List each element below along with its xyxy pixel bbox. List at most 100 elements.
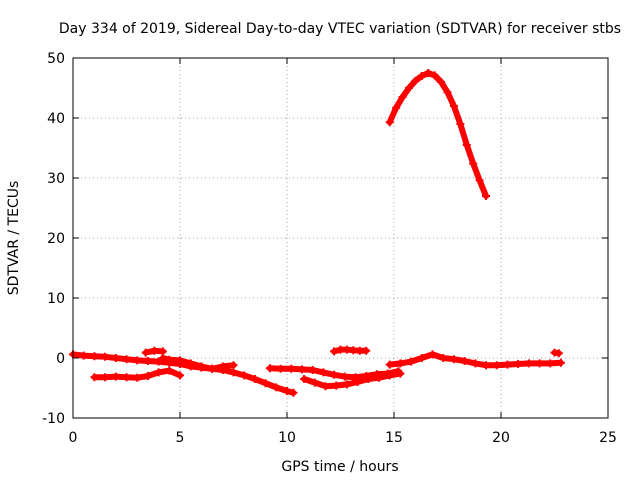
data-point	[375, 373, 384, 382]
series-track-f	[300, 369, 405, 391]
data-point	[428, 350, 437, 359]
data-point	[482, 192, 491, 200]
data-point	[362, 346, 371, 355]
data-point	[524, 359, 533, 368]
y-tick-label: 50	[47, 51, 65, 67]
data-point	[411, 76, 420, 85]
series-track-g	[330, 345, 371, 356]
data-point	[396, 369, 405, 378]
data-point	[449, 355, 458, 364]
data-point	[310, 378, 319, 387]
data-point	[122, 355, 131, 364]
data-point	[396, 359, 405, 368]
y-tick-label: 20	[47, 231, 65, 247]
data-point	[462, 141, 471, 149]
data-point	[439, 354, 448, 362]
data-point	[492, 361, 501, 370]
data-point	[535, 359, 544, 368]
data-point	[143, 372, 152, 380]
data-point	[456, 120, 465, 128]
data-point	[154, 357, 163, 366]
data-point	[469, 159, 478, 168]
data-point	[141, 348, 150, 357]
data-point	[176, 371, 184, 380]
data-point	[261, 379, 270, 388]
data-point	[385, 360, 394, 369]
data-point	[111, 354, 120, 362]
data-point	[165, 355, 174, 364]
chart-title: Day 334 of 2019, Sidereal Day-to-day VTE…	[59, 21, 621, 37]
series-track-c	[141, 346, 167, 357]
data-point	[430, 71, 439, 80]
data-point	[101, 352, 110, 361]
series-track-a	[69, 350, 298, 397]
data-point	[101, 373, 110, 382]
data-point	[449, 102, 458, 110]
data-point	[471, 359, 480, 368]
data-point	[475, 176, 484, 185]
x-tick-label: 0	[69, 430, 78, 446]
data-point	[150, 346, 159, 355]
x-tick-label: 20	[492, 430, 510, 446]
data-point	[143, 357, 152, 365]
data-point	[289, 388, 298, 397]
data-point	[176, 356, 184, 365]
y-tick-label: 30	[47, 171, 65, 187]
data-point	[353, 378, 362, 386]
data-point	[283, 387, 291, 395]
data-point	[503, 360, 512, 369]
x-axis-label: GPS time / hours	[281, 459, 398, 475]
data-point	[240, 371, 249, 380]
data-point	[392, 103, 401, 112]
data-point	[154, 368, 163, 377]
data-point	[276, 364, 285, 373]
data-point	[424, 69, 433, 77]
data-point	[218, 362, 227, 371]
data-point	[443, 88, 452, 97]
data-point	[229, 368, 238, 377]
data-point	[332, 381, 341, 390]
series-track-j	[385, 69, 491, 200]
series-track-i	[550, 348, 563, 358]
data-point	[340, 372, 349, 381]
data-point	[321, 382, 330, 391]
data-point	[300, 375, 309, 383]
x-tick-label: 15	[385, 430, 403, 446]
data-point	[342, 380, 351, 389]
data-point	[546, 359, 555, 368]
data-point	[250, 375, 259, 383]
data-point	[514, 360, 523, 368]
data-point	[133, 373, 142, 382]
data-point	[398, 93, 407, 101]
data-point	[319, 368, 328, 377]
y-tick-label: -10	[42, 411, 65, 427]
data-point	[90, 373, 99, 382]
data-point	[229, 361, 238, 370]
data-point	[165, 366, 174, 375]
data-point	[385, 371, 394, 380]
data-point	[79, 351, 88, 360]
data-point	[417, 354, 426, 362]
data-point	[133, 356, 142, 365]
y-axis-label: SDTVAR / TECUs	[6, 181, 22, 296]
y-tick-label: 40	[47, 111, 65, 127]
data-point	[330, 347, 339, 356]
data-point	[90, 352, 99, 361]
data-points	[69, 69, 565, 397]
series-track-h	[385, 350, 565, 370]
y-tick-label: 0	[56, 351, 65, 367]
series-track	[70, 351, 297, 396]
data-point	[482, 361, 491, 370]
data-point	[437, 78, 446, 86]
data-point	[208, 364, 217, 373]
series-track	[301, 370, 404, 390]
data-point	[385, 118, 394, 127]
data-point	[111, 372, 120, 381]
data-point	[407, 357, 416, 366]
data-point	[186, 359, 195, 368]
x-tick-label: 10	[278, 430, 296, 446]
data-point	[297, 365, 306, 374]
